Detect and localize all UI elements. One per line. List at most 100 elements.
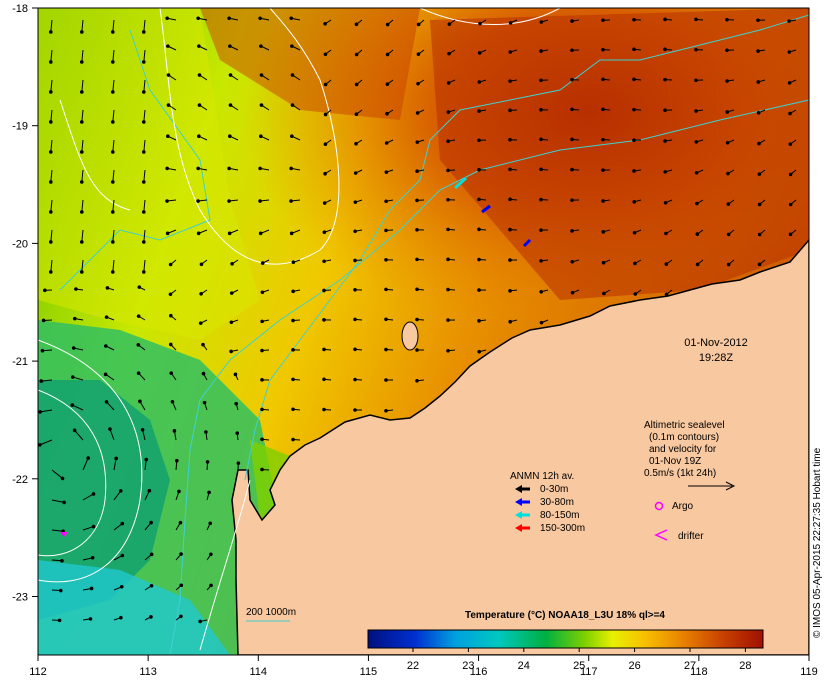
velocity-arrow-head	[632, 230, 637, 235]
velocity-arrow-head	[695, 232, 700, 236]
velocity-arrow-head	[142, 60, 146, 64]
velocity-arrow-head	[169, 313, 173, 318]
velocity-arrow	[106, 401, 115, 411]
velocity-arrow-head	[60, 476, 65, 481]
velocity-arrow-head	[291, 407, 295, 412]
velocity-arrow-head	[725, 48, 729, 53]
ssh-contour	[38, 339, 143, 583]
velocity-arrow-head	[260, 290, 265, 295]
marker-legend: Argo drifter	[654, 501, 704, 542]
velocity-arrow-head	[694, 109, 698, 113]
velocity-arrow-head	[446, 227, 450, 232]
velocity-arrow-head	[165, 16, 169, 21]
velocity-arrow	[81, 79, 84, 92]
velocity-arrow-head	[120, 553, 125, 558]
lon-tick-label: 112	[29, 666, 47, 678]
velocity-arrow-head	[384, 141, 389, 145]
velocity-arrow-head	[111, 240, 115, 244]
velocity-arrow-head	[477, 167, 481, 172]
velocity-arrow-head	[354, 112, 359, 117]
velocity-arrow-head	[72, 428, 77, 433]
velocity-arrow-head	[632, 200, 637, 204]
velocity-arrow-head	[291, 348, 295, 352]
velocity-arrow-head	[179, 614, 183, 619]
velocity-arrow-head	[416, 52, 421, 56]
velocity-arrow-head	[49, 270, 53, 274]
velocity-arrow-head	[198, 619, 202, 624]
velocity-arrow-head	[166, 134, 170, 139]
velocity-arrow-head	[111, 60, 115, 64]
velocity-arrow-head	[323, 52, 328, 57]
bathy-legend-label: 200 1000m	[246, 607, 296, 618]
velocity-arrow-head	[58, 588, 63, 593]
velocity-arrow-head	[260, 378, 264, 382]
velocity-arrow-head	[259, 103, 264, 107]
lon-tick-label: 118	[690, 666, 708, 678]
lon-tick-label: 116	[470, 666, 488, 678]
velocity-arrow-head	[149, 583, 154, 588]
velocity-arrow-head	[178, 520, 183, 525]
velocity-arrow-head	[570, 229, 574, 233]
velocity-arrow-head	[323, 142, 328, 147]
velocity-arrow-head	[114, 456, 118, 461]
velocity-arrow-head	[258, 231, 263, 236]
velocity-arrow-head	[228, 134, 232, 139]
velocity-arrow-head	[601, 18, 605, 23]
hot-band	[430, 8, 809, 300]
velocity-arrow-head	[508, 79, 512, 83]
velocity-arrow-head	[259, 73, 264, 77]
velocity-arrow-head	[172, 429, 177, 433]
anmn-legend-label: 80-150m	[540, 510, 579, 521]
velocity-arrow-head	[322, 318, 326, 322]
velocity-arrow-head	[138, 399, 142, 404]
velocity-arrow-head	[539, 259, 543, 263]
velocity-arrow-head	[508, 319, 513, 324]
velocity-arrow-head	[208, 521, 213, 526]
anmn-arrow-30-80	[481, 204, 491, 214]
velocity-arrow-head	[291, 437, 295, 442]
velocity-arrow-head	[236, 461, 241, 465]
velocity-arrow-head	[446, 81, 451, 85]
velocity-arrow-head	[260, 319, 264, 324]
velocity-arrow-head	[570, 48, 574, 53]
velocity-arrow-head	[57, 618, 62, 623]
velocity-arrow-head	[70, 403, 75, 407]
velocity-arrow	[51, 469, 63, 479]
velocity-arrow-head	[111, 120, 115, 124]
velocity-arrow	[81, 169, 84, 182]
velocity-arrow-head	[49, 30, 53, 34]
velocity-arrow-head	[291, 377, 295, 382]
velocity-arrow-head	[291, 260, 296, 265]
velocity-arrow	[143, 259, 146, 272]
velocity-arrow-head	[478, 21, 482, 26]
velocity-arrow-head	[260, 437, 264, 442]
velocity-arrow-head	[353, 258, 357, 263]
mainland	[231, 238, 809, 655]
velocity-arrow	[143, 199, 146, 212]
velocity-arrow-head	[477, 51, 482, 55]
velocity-arrow-head	[756, 111, 761, 115]
velocity-arrow-head	[70, 375, 75, 379]
velocity-arrow-head	[199, 292, 203, 296]
velocity-arrow	[112, 49, 115, 62]
velocity-arrow	[50, 169, 53, 182]
velocity-arrow-head	[788, 202, 793, 207]
velocity-arrow-head	[415, 287, 419, 292]
velocity-arrow-head	[62, 500, 66, 505]
velocity-arrow-head	[787, 19, 791, 23]
velocity-arrow-head	[227, 16, 231, 21]
velocity-arrow-head	[260, 467, 264, 472]
anmn-legend-arrowhead	[515, 511, 522, 519]
velocity-arrow-head	[447, 22, 452, 26]
velocity-arrow	[81, 229, 84, 242]
velocity-arrow-head	[415, 169, 419, 174]
velocity-arrow-head	[539, 320, 544, 325]
altimetry-line: 01-Nov 19Z	[649, 456, 701, 467]
velocity-arrow-head	[80, 90, 84, 94]
velocity-arrow-head	[756, 49, 760, 53]
velocity-arrow-head	[384, 257, 388, 262]
velocity-arrow-head	[144, 457, 149, 462]
velocity-arrow-head	[165, 199, 169, 203]
velocity-arrow-head	[757, 202, 762, 207]
velocity-arrow-head	[446, 139, 450, 143]
